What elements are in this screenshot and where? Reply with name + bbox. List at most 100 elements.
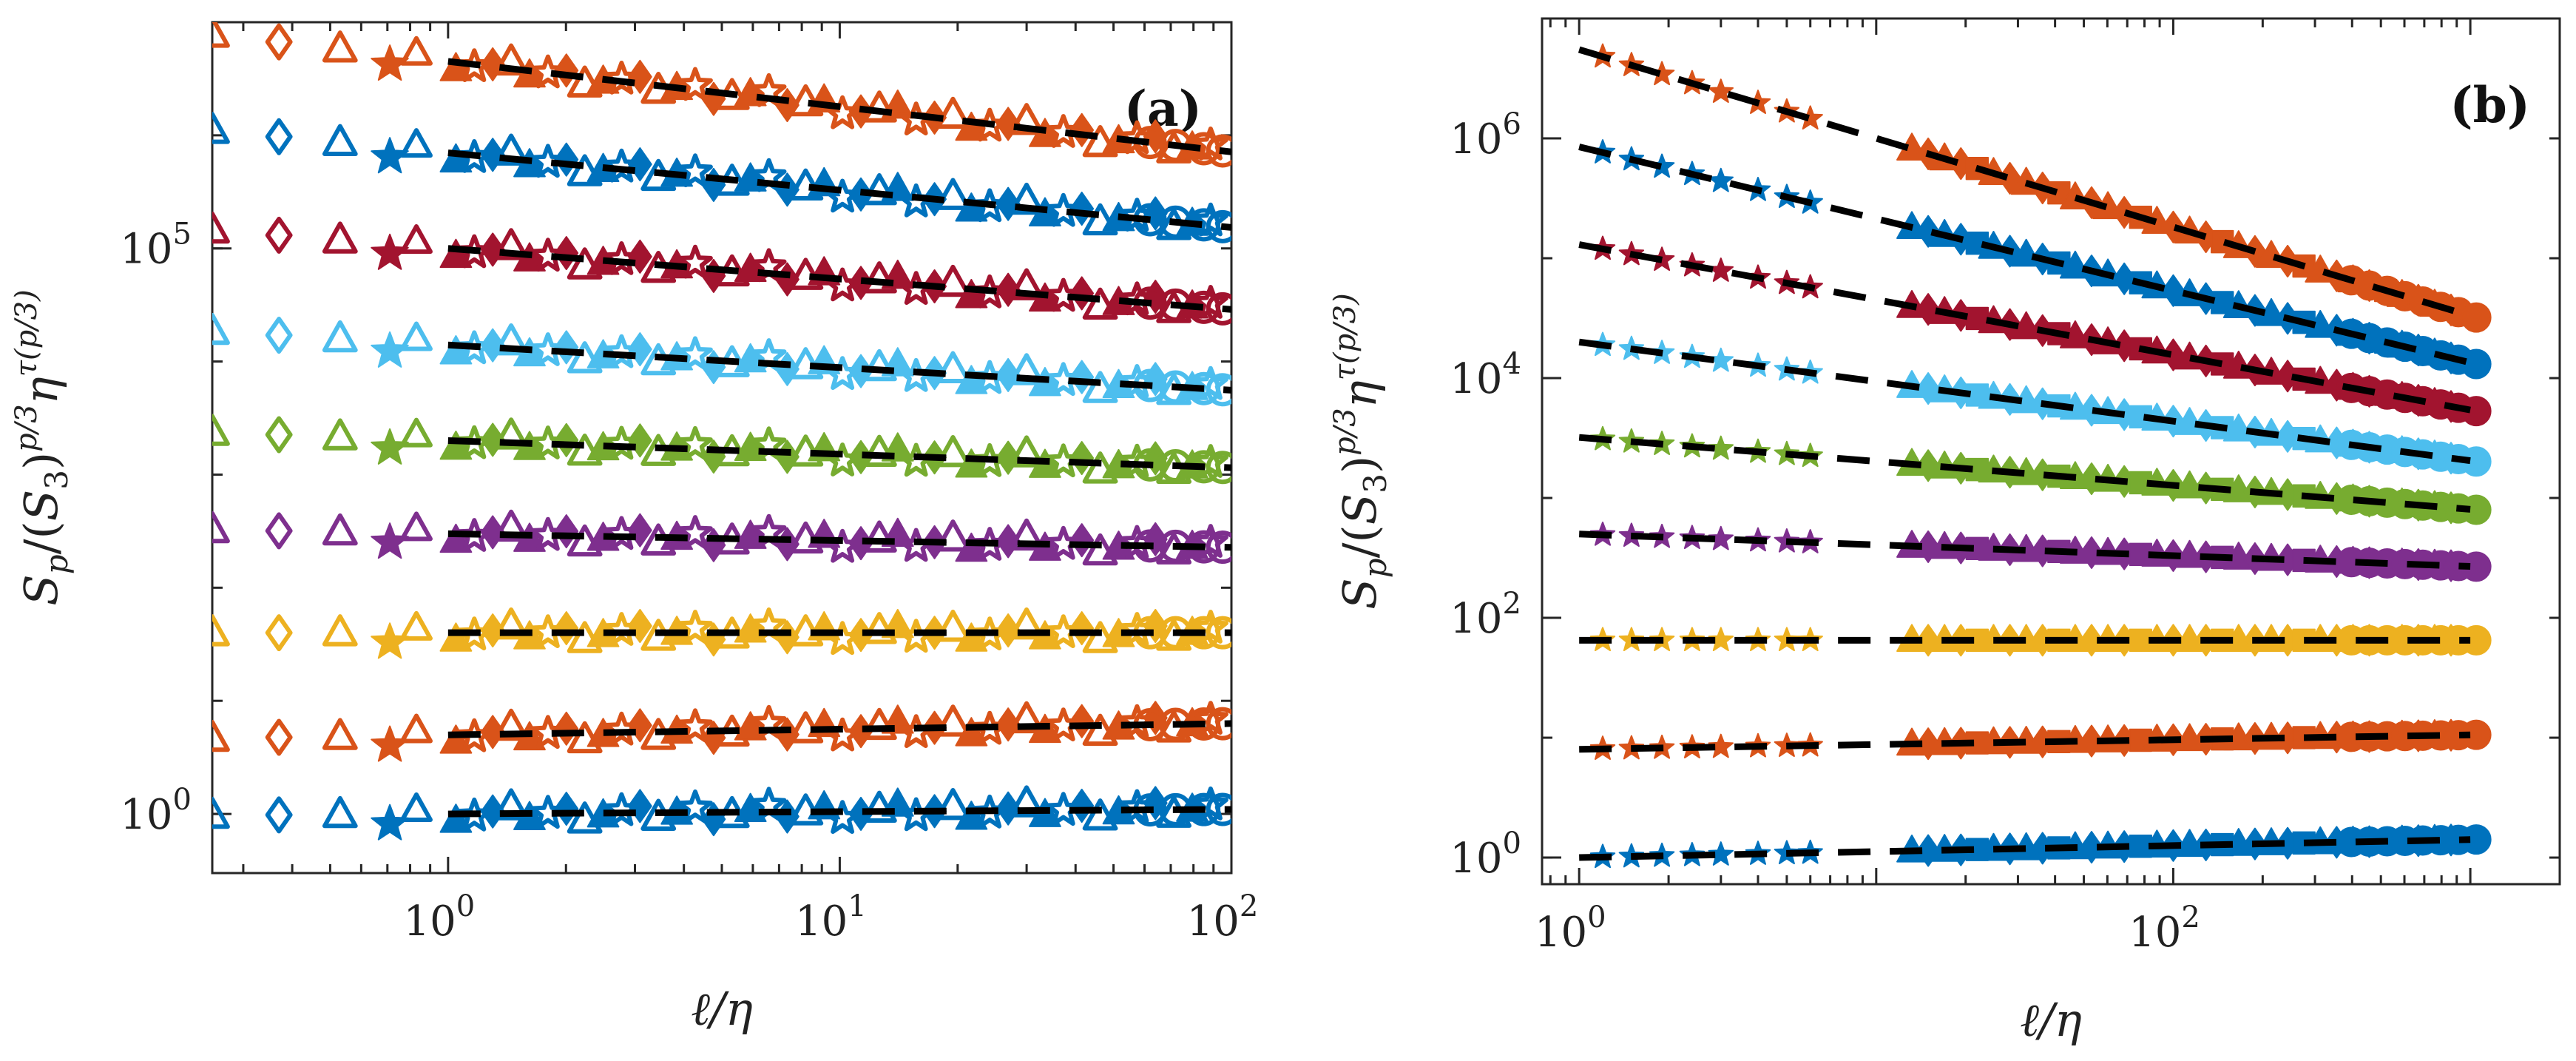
data-point-star [677, 336, 713, 371]
fit-line [447, 245, 1231, 313]
series-p=3 [1579, 624, 2492, 657]
fit-line [1579, 731, 2471, 753]
data-point-tri [935, 351, 971, 383]
data-point-star [677, 515, 713, 549]
fit-line [447, 720, 1231, 738]
data-point-tri [567, 65, 603, 98]
data-point-tri [493, 788, 530, 821]
data-point-tri [322, 718, 358, 750]
data-point-tri [1082, 371, 1118, 403]
series-p=2 [1579, 718, 2492, 761]
y-tick-label: 102 [1450, 587, 1521, 643]
series-group [212, 22, 1231, 841]
data-point-dia [1916, 727, 1940, 761]
data-point-dia [2080, 724, 2103, 758]
series-p=8 [212, 112, 1231, 243]
data-point-tri [935, 264, 971, 297]
data-point-tri [935, 96, 971, 129]
data-point-tri [862, 348, 897, 382]
data-point-tri [1009, 607, 1044, 640]
data-point-star [677, 708, 713, 743]
data-point-dia [554, 422, 579, 457]
data-point-dia [1916, 624, 1940, 657]
data-point-star [677, 67, 713, 101]
data-point-dia [1916, 215, 1940, 248]
data-point-dia [2161, 210, 2185, 243]
data-point-dia [1069, 789, 1095, 823]
data-point-tri [322, 124, 358, 157]
series-p=3 [212, 607, 1231, 659]
data-point-star [371, 622, 409, 659]
data-point-star [371, 725, 409, 762]
data-point-star [1193, 285, 1228, 319]
data-point-tri [399, 713, 433, 744]
fit-line [1579, 530, 2471, 570]
data-point-dia [265, 216, 293, 254]
data-point-tri [212, 614, 230, 647]
x-tick-label: 102 [2129, 900, 2200, 957]
data-point-tri [1082, 124, 1118, 158]
data-point-tri [399, 417, 433, 448]
x-tick-label: 102 [1187, 889, 1259, 946]
data-point-dia [1916, 834, 1940, 867]
data-point-star [1708, 167, 1734, 192]
data-point-tri [212, 211, 230, 244]
data-point-dia [1069, 523, 1095, 558]
data-point-dia [995, 440, 1021, 475]
data-point-circle [2461, 348, 2492, 380]
data-point-dia [1916, 372, 1940, 405]
data-point-tri [212, 414, 230, 446]
fit-line [447, 341, 1231, 394]
data-point-tri [493, 43, 530, 76]
data-point-tri [399, 128, 433, 158]
data-point-dia [848, 354, 873, 388]
data-point-dia [1916, 530, 1940, 563]
data-point-circle [1206, 707, 1231, 741]
data-point-star [677, 244, 713, 279]
data-point-tri [322, 513, 358, 546]
data-point-star [677, 789, 713, 823]
data-point-dia [2161, 274, 2185, 307]
data-point-dia [2080, 831, 2103, 864]
data-point-dia [265, 317, 293, 354]
data-point-tri [322, 320, 358, 353]
y-tick-label: 100 [1450, 826, 1521, 883]
data-point-dia [1069, 441, 1095, 476]
data-point-tri [493, 133, 530, 166]
data-point-dia [554, 611, 579, 646]
data-point-tri [399, 610, 433, 641]
data-point-tri [399, 36, 433, 66]
series-p=2 [212, 701, 1231, 762]
data-point-tri [935, 704, 971, 737]
data-point-tri [935, 610, 971, 642]
data-point-dia [1069, 704, 1095, 738]
data-point-circle [1206, 530, 1231, 565]
x-axis-label: ℓ/η [691, 982, 753, 1036]
series-p=7 [212, 211, 1231, 326]
data-point-circle [2461, 302, 2492, 333]
data-point-dia [265, 23, 293, 61]
series-p=7 [1578, 235, 2492, 427]
data-point-tri [935, 434, 971, 468]
series-group [1578, 43, 2492, 869]
data-point-dia [265, 416, 293, 454]
series-p=1 [1579, 823, 2492, 869]
axes-box [1541, 17, 2561, 886]
y-axis-label: Sp/(S3)p/3ητ(p/3) [10, 289, 75, 605]
data-point-tri [322, 614, 358, 647]
data-point-tri [935, 519, 971, 552]
data-point-tri [493, 607, 530, 640]
fit-line [447, 806, 1231, 818]
data-point-tri [399, 224, 433, 255]
data-point-tri [212, 112, 230, 144]
data-point-tri [1009, 353, 1044, 385]
data-point-tri [734, 519, 767, 549]
data-point-dia [554, 514, 579, 549]
data-point-circle [1206, 792, 1231, 826]
data-point-tri [399, 792, 433, 822]
data-point-dia [265, 118, 293, 155]
data-point-dia [627, 789, 652, 823]
data-point-tri [322, 795, 358, 829]
